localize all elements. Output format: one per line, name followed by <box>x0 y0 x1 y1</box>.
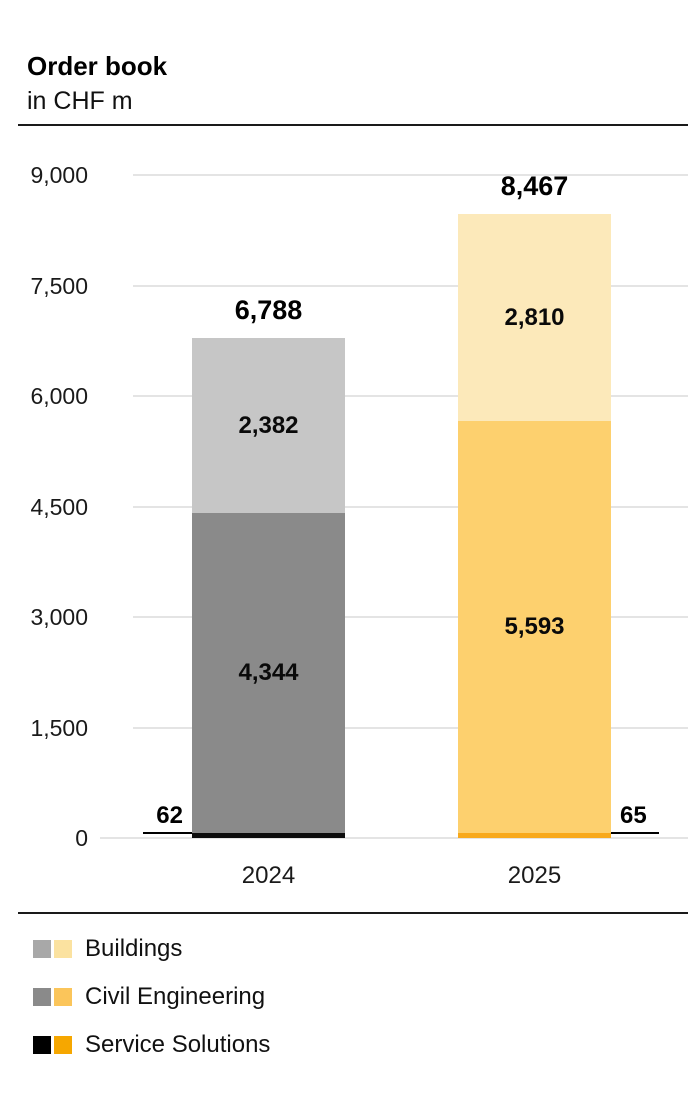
leader-line-2024 <box>143 832 192 835</box>
y-axis-tick-label: 0 <box>75 825 88 851</box>
top-divider-line <box>18 124 688 126</box>
y-axis-tick-label: 9,000 <box>30 162 88 188</box>
chart-title: Order book <box>27 51 168 81</box>
gridline-4,500 <box>133 505 688 508</box>
bottom-divider-line <box>18 912 688 914</box>
bar-segment-buildings-2024 <box>192 337 345 514</box>
gridline-3,000 <box>133 616 688 618</box>
segment-value-label: 62 <box>156 802 183 830</box>
bar-total-label: 6,788 <box>234 294 303 325</box>
legend-item-service-solutions: Service Solutions <box>33 1030 270 1060</box>
gridline-1,500 <box>133 726 688 729</box>
legend-label: Buildings <box>85 935 183 962</box>
gridline-0 <box>100 837 688 839</box>
bar-segment-buildings-2025 <box>458 214 611 422</box>
bar-segment-civil-engineering-2024 <box>192 513 345 834</box>
bar-segment-civil-engineering-2025 <box>458 421 611 834</box>
legend-swatch-2024-buildings-icon <box>33 940 51 958</box>
segment-value-label: 5,593 <box>504 613 565 641</box>
legend-item-buildings: Buildings <box>33 934 182 964</box>
legend-item-civil-engineering: Civil Engineering <box>33 982 265 1012</box>
bar-segment-service-solutions-2024 <box>192 833 345 838</box>
leader-line-2025 <box>611 832 659 835</box>
x-axis-label-2025: 2025 <box>507 862 562 889</box>
gridline-7,500 <box>133 284 688 287</box>
bar-total-label: 8,467 <box>500 171 569 202</box>
y-axis-tick-label: 6,000 <box>30 383 88 409</box>
legend-swatch-2024-service-solutions-icon <box>33 1036 51 1054</box>
legend-swatch-2024-civil-engineering-icon <box>33 988 51 1006</box>
legend-swatch-2025-civil-engineering-icon <box>54 988 72 1006</box>
x-axis-label-2024: 2024 <box>241 862 296 889</box>
chart-unit-label: in CHF m <box>27 87 133 115</box>
y-axis-tick-label: 4,500 <box>30 493 88 520</box>
legend-swatch-2025-service-solutions-icon <box>54 1036 72 1054</box>
y-axis-tick-label: 7,500 <box>30 272 88 299</box>
gridline-6,000 <box>133 395 688 397</box>
legend-swatch-2025-buildings-icon <box>54 940 72 958</box>
y-axis-tick-label: 1,500 <box>30 714 88 741</box>
bar-segment-service-solutions-2025 <box>458 833 611 838</box>
segment-value-label: 65 <box>620 802 647 830</box>
segment-value-label: 4,344 <box>238 659 299 687</box>
segment-value-label: 2,810 <box>504 303 565 331</box>
legend-label: Civil Engineering <box>85 983 266 1010</box>
y-axis-tick-label: 3,000 <box>30 604 88 630</box>
segment-value-label: 2,382 <box>238 411 299 439</box>
gridline-9,000 <box>133 174 688 176</box>
legend-label: Service Solutions <box>85 1031 271 1058</box>
